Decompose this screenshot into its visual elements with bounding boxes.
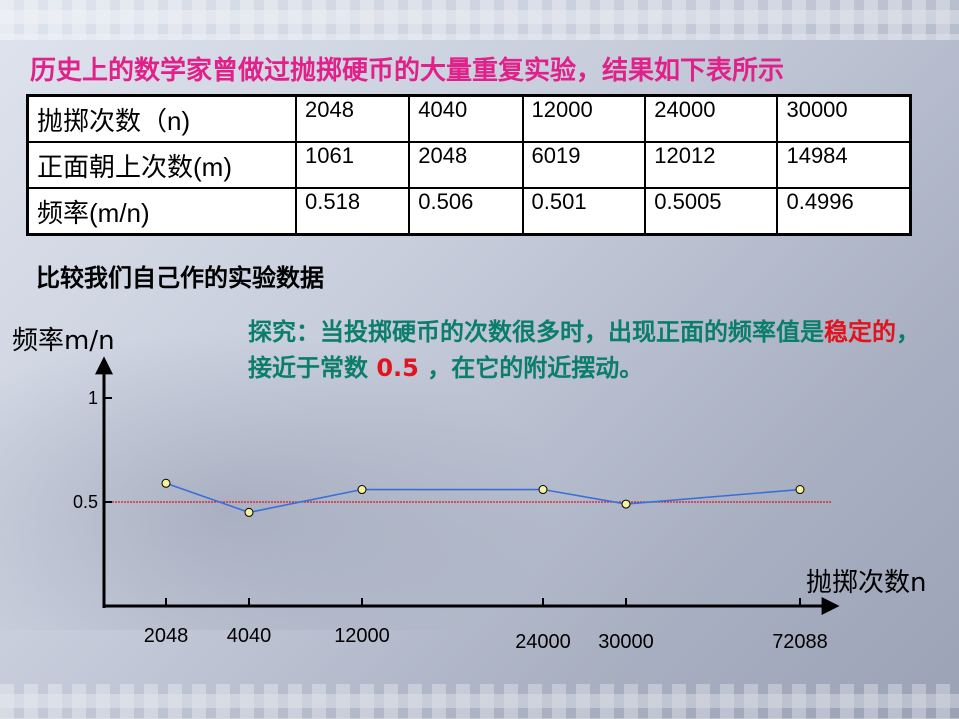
x-tick-label: 24000 bbox=[515, 631, 571, 653]
data-point bbox=[244, 507, 254, 517]
table-cell: 30000 bbox=[776, 94, 912, 143]
section-subtitle: 比较我们自己作的实验数据 bbox=[36, 264, 324, 292]
y-tick-label: 1 bbox=[88, 388, 98, 408]
table-cell: 2048 bbox=[408, 141, 524, 189]
row-header: 抛掷次数（n) bbox=[26, 94, 297, 143]
table-row: 频率(m/n) 0.518 0.506 0.501 0.5005 0.4996 bbox=[26, 187, 912, 236]
experiment-table: 抛掷次数（n) 2048 4040 12000 24000 30000 正面朝上… bbox=[26, 94, 912, 236]
table-cell: 1061 bbox=[294, 141, 411, 189]
table-cell: 0.5005 bbox=[644, 187, 779, 236]
row-header: 正面朝上次数(m) bbox=[26, 141, 297, 189]
table-cell: 12012 bbox=[644, 141, 779, 189]
note-highlight-value: 0.5 bbox=[376, 354, 419, 382]
table-cell: 0.501 bbox=[521, 187, 647, 236]
table-cell: 4040 bbox=[408, 94, 524, 143]
slide-title: 历史上的数学家曾做过抛掷硬币的大量重复实验，结果如下表所示 bbox=[30, 56, 785, 86]
series-line bbox=[165, 482, 801, 514]
table-cell: 24000 bbox=[644, 94, 779, 143]
table-cell: 0.506 bbox=[408, 187, 524, 236]
table-row: 抛掷次数（n) 2048 4040 12000 24000 30000 bbox=[26, 94, 912, 143]
x-tick-label: 72088 bbox=[772, 631, 828, 653]
note-text: 探究：当投掷硬币的次数很多时，出现正面的频率值是 bbox=[248, 318, 824, 346]
data-point bbox=[538, 485, 548, 495]
x-tick-label: 4040 bbox=[227, 625, 272, 647]
y-axis-label: 频率m/n bbox=[12, 326, 115, 356]
table-cell: 12000 bbox=[521, 94, 647, 143]
table-cell: 0.4996 bbox=[776, 187, 912, 236]
x-tick-label: 30000 bbox=[598, 631, 654, 653]
row-header: 频率(m/n) bbox=[26, 187, 297, 236]
x-tick-label: 2048 bbox=[144, 625, 189, 647]
conclusion-note: 探究：当投掷硬币的次数很多时，出现正面的频率值是稳定的，接近于常数 0.5 ，在… bbox=[248, 314, 938, 386]
data-point bbox=[621, 499, 631, 509]
note-text: ，在它的附近摆动。 bbox=[418, 354, 644, 382]
data-point bbox=[161, 478, 171, 488]
table-cell: 2048 bbox=[294, 94, 411, 143]
table-cell: 14984 bbox=[776, 141, 912, 189]
table-cell: 0.518 bbox=[294, 187, 411, 236]
table-row: 正面朝上次数(m) 1061 2048 6019 12012 14984 bbox=[26, 141, 912, 189]
decorative-squares-bottom bbox=[0, 684, 959, 719]
background-wall-image bbox=[0, 330, 560, 630]
data-point bbox=[795, 485, 805, 495]
decorative-squares-top bbox=[0, 0, 959, 40]
note-text: ，接近于常数 bbox=[248, 318, 920, 382]
note-highlight-stable: 稳定的 bbox=[824, 318, 896, 346]
y-tick-label: 0.5 bbox=[73, 492, 98, 512]
x-axis-label: 抛掷次数n bbox=[806, 568, 927, 598]
x-tick-label: 12000 bbox=[334, 625, 390, 647]
data-point bbox=[357, 485, 367, 495]
table-cell: 6019 bbox=[521, 141, 647, 189]
